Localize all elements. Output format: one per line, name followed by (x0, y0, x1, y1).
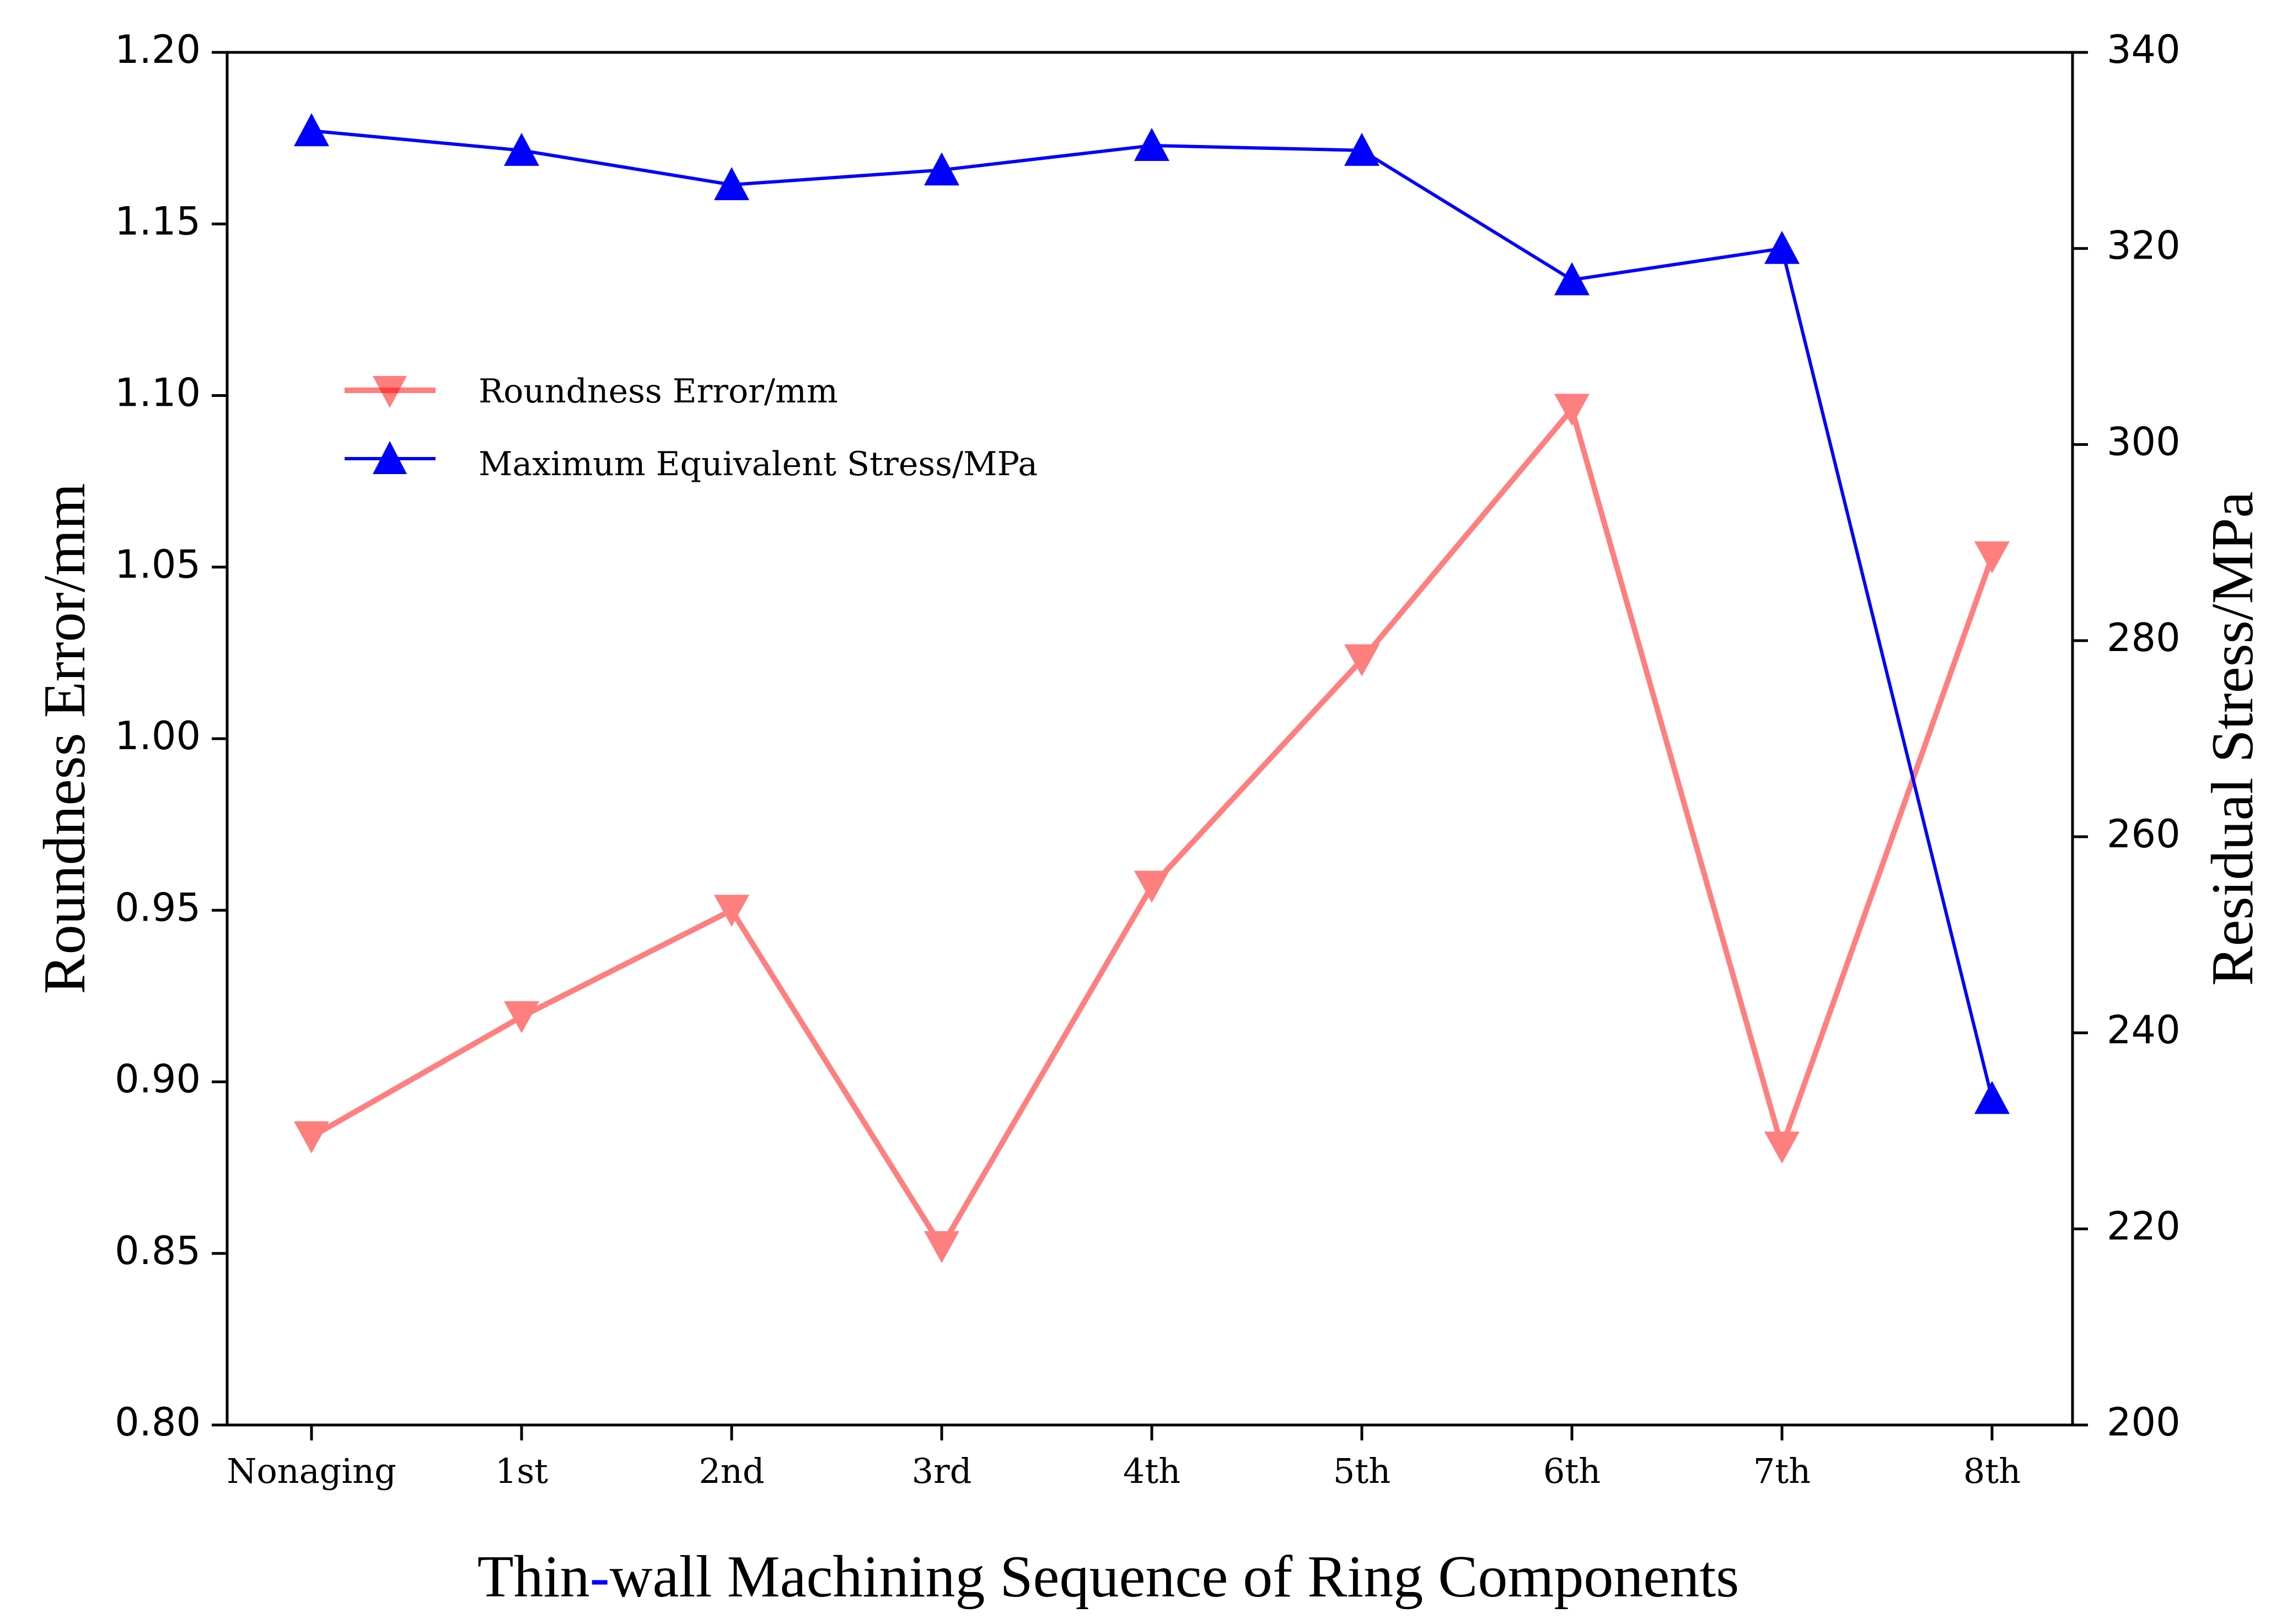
x-axis-title: Thin-wall Machining Sequence of Ring Com… (477, 1544, 1740, 1610)
data-point-marker (1764, 1131, 1800, 1164)
left-tick-label: 1.15 (115, 198, 201, 244)
data-point-marker (714, 167, 749, 201)
right-tick-label: 200 (2107, 1400, 2181, 1445)
data-point-marker (1344, 132, 1379, 166)
left-axis-ticks: 0.80 0.85 0.90 0.95 1.00 1.05 1.10 1.15 1.20 (115, 27, 227, 1445)
x-axis-title-part-2: wall Machining Sequence of Ring Componen… (610, 1544, 1740, 1610)
legend-marker-roundness (373, 376, 407, 408)
legend-marker-stress (373, 441, 407, 474)
x-tick-label: 1st (495, 1451, 548, 1491)
data-point-marker (504, 132, 539, 166)
series-max-equivalent-stress (294, 113, 2010, 1114)
right-tick-label: 220 (2107, 1203, 2181, 1249)
left-tick-label: 1.10 (115, 370, 201, 416)
data-point-marker (1344, 644, 1379, 676)
right-tick-label: 280 (2107, 615, 2181, 660)
x-tick-label: 7th (1753, 1451, 1811, 1491)
x-tick-label: 4th (1123, 1451, 1180, 1491)
x-axis-title-part-1: Thin (477, 1544, 590, 1610)
data-point-marker (294, 113, 329, 147)
left-tick-label: 0.90 (115, 1057, 201, 1102)
data-point-marker (924, 1231, 959, 1263)
right-tick-label: 320 (2107, 223, 2181, 268)
y-axis-title: Roundness Error/mm (32, 483, 98, 994)
legend-label-roundness: Roundness Error/mm (479, 372, 838, 411)
legend-label-stress: Maximum Equivalent Stress/MPa (479, 445, 1038, 483)
data-point-marker (504, 1001, 539, 1034)
y2-axis-title: Residual Stress/MPa (2200, 491, 2265, 986)
right-tick-label: 240 (2107, 1008, 2181, 1053)
legend: Roundness Error/mm Maximum Equivalent St… (345, 372, 1038, 483)
x-tick-label: 6th (1543, 1451, 1601, 1491)
x-tick-label: 2nd (699, 1451, 764, 1491)
left-tick-label: 1.20 (115, 27, 201, 72)
x-axis-ticks: Nonaging 1st 2nd 3rd 4th 5th 6th 7th 8th (227, 1425, 2021, 1491)
series-roundness-error (294, 394, 2010, 1263)
data-point-marker (1974, 541, 2010, 574)
left-tick-label: 0.80 (115, 1400, 201, 1445)
left-tick-label: 0.95 (115, 885, 201, 930)
data-point-marker (1134, 870, 1169, 903)
x-tick-label: 5th (1333, 1451, 1391, 1491)
left-tick-label: 1.00 (115, 713, 201, 759)
x-tick-label: 3rd (912, 1451, 972, 1491)
data-point-marker (1134, 127, 1169, 161)
right-tick-label: 260 (2107, 811, 2181, 857)
left-tick-label: 0.85 (115, 1228, 201, 1273)
data-point-marker (1974, 1080, 2010, 1114)
data-point-marker (294, 1121, 329, 1154)
right-tick-label: 340 (2107, 27, 2181, 72)
data-point-marker (714, 895, 749, 927)
right-axis-ticks: 200 220 240 260 280 300 320 340 (2073, 27, 2181, 1445)
data-point-marker (924, 152, 959, 186)
x-tick-label: Nonaging (227, 1451, 396, 1491)
data-point-marker (1554, 394, 1590, 426)
left-tick-label: 1.05 (115, 542, 201, 587)
right-tick-label: 300 (2107, 419, 2181, 464)
series-layer (294, 113, 2010, 1263)
data-point-marker (1554, 262, 1590, 295)
x-axis-title-dash: - (590, 1544, 610, 1610)
x-tick-label: 8th (1963, 1451, 2021, 1491)
data-point-marker (1764, 230, 1800, 264)
